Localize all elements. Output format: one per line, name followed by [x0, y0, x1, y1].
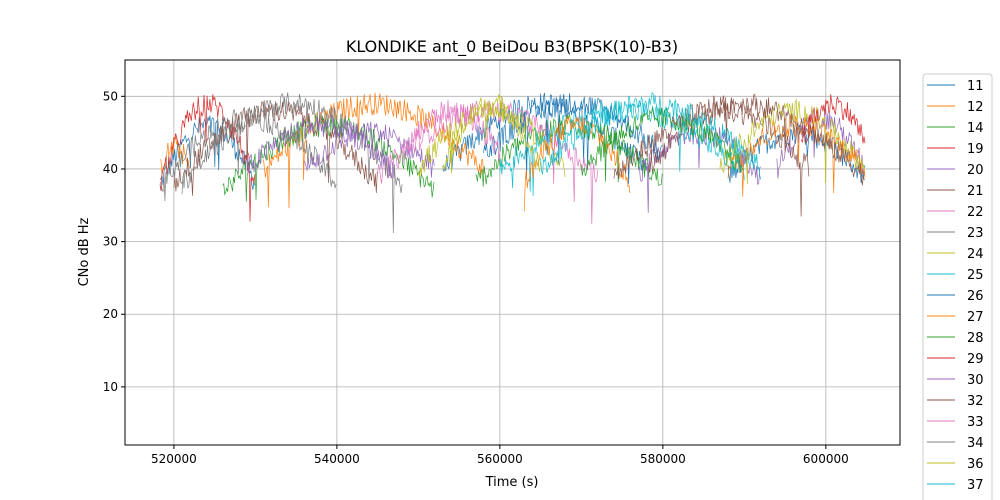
x-tick-label: 580000: [640, 452, 686, 466]
legend-label: 34: [967, 436, 984, 451]
series-lines: [159, 92, 866, 234]
series-line-24: [418, 100, 566, 178]
x-tick-label: 540000: [314, 452, 360, 466]
y-tick-label: 10: [103, 380, 118, 394]
series-line-11: [727, 123, 866, 183]
legend-box: [922, 73, 993, 500]
legend-label: 33: [967, 415, 984, 430]
legend-label: 30: [967, 373, 984, 388]
legend-label: 28: [967, 331, 984, 346]
plot-frame: [124, 59, 901, 446]
series-line-11: [442, 92, 647, 185]
x-tick-label: 520000: [151, 452, 197, 466]
legend-label: 36: [967, 457, 984, 472]
series-line-29: [801, 94, 866, 144]
legend-label: 25: [967, 268, 984, 283]
legend-label: 26: [967, 289, 984, 304]
series-line-33: [401, 99, 501, 162]
x-tick-label: 600000: [803, 452, 849, 466]
series-line-20: [303, 121, 435, 178]
y-tick-label: 50: [103, 89, 118, 103]
y-tick-label: 40: [103, 162, 118, 176]
legend-label: 21: [967, 184, 984, 199]
chart-title: KLONDIKE ant_0 BeiDou B3(BPSK(10)-B3): [346, 37, 678, 57]
axis-ticks: 520000 540000 560000 580000 600000 10 20 30 40 50: [103, 89, 849, 466]
legend-label: 22: [967, 205, 984, 220]
y-tick-label: 20: [103, 307, 118, 321]
legend-label: 27: [967, 310, 984, 325]
legend-label: 11: [967, 79, 984, 94]
y-tick-label: 30: [103, 235, 118, 249]
legend-label: 19: [967, 142, 984, 157]
series-line-34: [159, 108, 337, 202]
legend-label: 29: [967, 352, 984, 367]
legend: 11 12 14 19 20 21 22 23 24 25 26 27 28 29 30 32 33 34 36 37…: [922, 73, 993, 500]
legend-label: 37: [967, 478, 984, 493]
series-line-21: [173, 101, 378, 196]
x-axis-label: Time (s): [485, 475, 539, 490]
series-line-37: [540, 92, 761, 180]
legend-label: 12: [967, 100, 984, 115]
legend-label: 32: [967, 394, 984, 409]
legend-label: 14: [967, 121, 984, 136]
series-line-32: [613, 93, 865, 186]
series-line-36: [442, 93, 541, 172]
series-line-30: [246, 113, 395, 179]
y-axis-label: CNo dB Hz: [77, 217, 92, 286]
legend-label: 23: [967, 226, 984, 241]
legend-label: 24: [967, 247, 984, 262]
series-line-22: [377, 100, 599, 225]
series-line-14: [475, 114, 663, 187]
x-tick-label: 560000: [477, 452, 523, 466]
series-line-28: [581, 107, 744, 176]
legend-label: 20: [967, 163, 984, 178]
series-line-12: [263, 92, 484, 209]
